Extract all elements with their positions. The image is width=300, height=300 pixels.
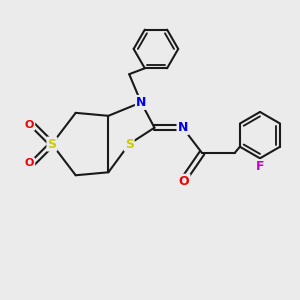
Text: O: O: [179, 175, 190, 188]
Text: S: S: [47, 138, 56, 151]
Text: S: S: [125, 138, 134, 151]
Text: F: F: [256, 160, 264, 173]
Text: N: N: [136, 96, 146, 109]
Text: O: O: [25, 158, 34, 168]
Text: N: N: [178, 121, 188, 134]
Text: O: O: [25, 120, 34, 130]
